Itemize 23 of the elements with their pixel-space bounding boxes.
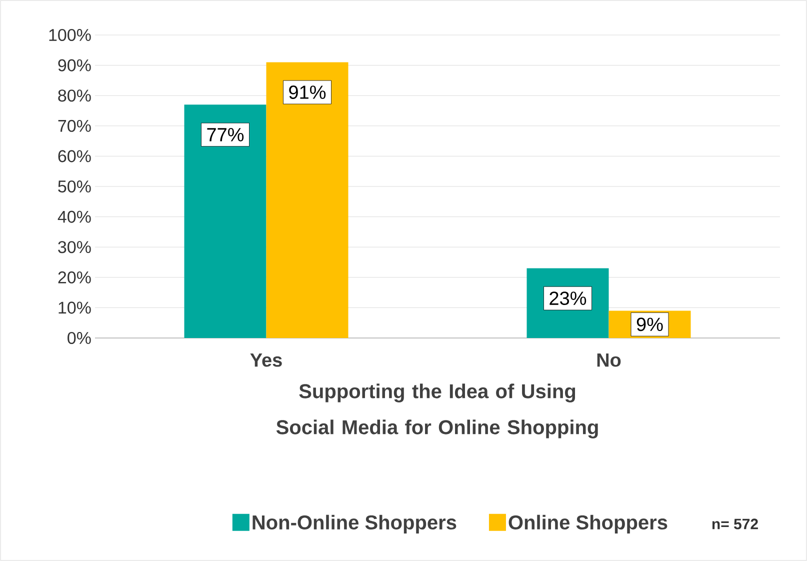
- y-tick-label: 80%: [58, 90, 91, 102]
- x-tick-label: Yes: [250, 354, 282, 367]
- bar: [184, 104, 266, 338]
- y-tick-label: 100%: [49, 28, 91, 42]
- data-label: 23%: [550, 292, 586, 306]
- legend-label: Non-Online Shoppers: [252, 514, 456, 534]
- y-tick-label: 70%: [58, 120, 91, 132]
- data-label: 9%: [636, 318, 663, 332]
- y-tick-label: 40%: [58, 210, 91, 223]
- y-tick-label: 60%: [58, 150, 91, 162]
- data-label: 77%: [207, 128, 244, 142]
- y-tick-label: 20%: [58, 271, 91, 284]
- x-axis-title: Supporting the Idea of Using Social Media for Online Shopping: [276, 384, 598, 438]
- data-label: 91%: [289, 86, 326, 99]
- y-tick-label: 30%: [58, 241, 91, 254]
- y-tick-label: 90%: [58, 59, 91, 72]
- y-tick-label: 10%: [58, 302, 91, 314]
- legend-label: Online Shoppers: [508, 514, 668, 534]
- text: n= 572: [712, 518, 758, 530]
- y-tick-label: 0%: [68, 332, 91, 344]
- x-tick-label: No: [597, 354, 621, 367]
- bar: [266, 62, 348, 338]
- y-tick-label: 50%: [58, 180, 91, 193]
